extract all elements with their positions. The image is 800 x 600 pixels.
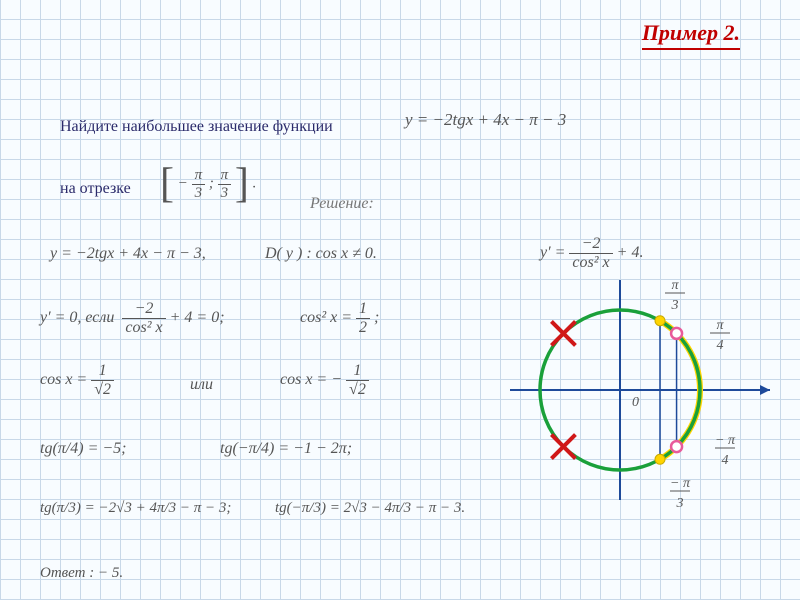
svg-text:− π: − π xyxy=(715,433,736,448)
solution-heading: Решение: xyxy=(310,195,374,213)
answer-text: Ответ : − 5. xyxy=(40,565,123,582)
eq-r2-b: cos² x = 12 ; xyxy=(300,300,379,336)
eq-r5-b: tg(−π/3) = 2√3 − 4π/3 − π − 3. xyxy=(275,500,465,517)
svg-text:− π: − π xyxy=(670,476,691,491)
svg-text:0: 0 xyxy=(632,395,639,410)
svg-text:4: 4 xyxy=(717,338,724,353)
eq-r3-b: cos x = − 1√2 xyxy=(280,362,369,398)
eq-r4-b: tg(−π/4) = −1 − 2π; xyxy=(220,440,352,458)
svg-text:4: 4 xyxy=(722,453,729,468)
svg-text:3: 3 xyxy=(676,496,684,510)
eq-r3-a: cos x = 1√2 xyxy=(40,362,114,398)
eq-r2-a: y′ = 0, если −2cos² x + 4 = 0; xyxy=(40,300,225,336)
svg-text:π: π xyxy=(671,278,679,293)
prompt-text-2: на отрезке xyxy=(60,180,131,198)
unit-circle-diagram: 0 π 3 π 4 − π 4 − π 3 xyxy=(500,260,780,510)
svg-text:π: π xyxy=(716,318,724,333)
eq-r3-mid: или xyxy=(190,376,213,394)
eq-r5-a: tg(π/3) = −2√3 + 4π/3 − π − 3; xyxy=(40,500,231,517)
interval-range: [ − π3 ; π3 ] . xyxy=(160,160,256,208)
prompt-text-1: Найдите наибольшее значение функции xyxy=(60,118,333,136)
eq-r1-b: D( y ) : cos x ≠ 0. xyxy=(265,245,377,263)
eq-r1-a: y = −2tgx + 4x − π − 3, xyxy=(50,245,206,263)
main-formula: y = −2tgx + 4x − π − 3 xyxy=(405,110,566,130)
example-title: Пример 2. xyxy=(642,20,740,50)
eq-r4-a: tg(π/4) = −5; xyxy=(40,440,126,458)
svg-text:3: 3 xyxy=(671,298,679,313)
